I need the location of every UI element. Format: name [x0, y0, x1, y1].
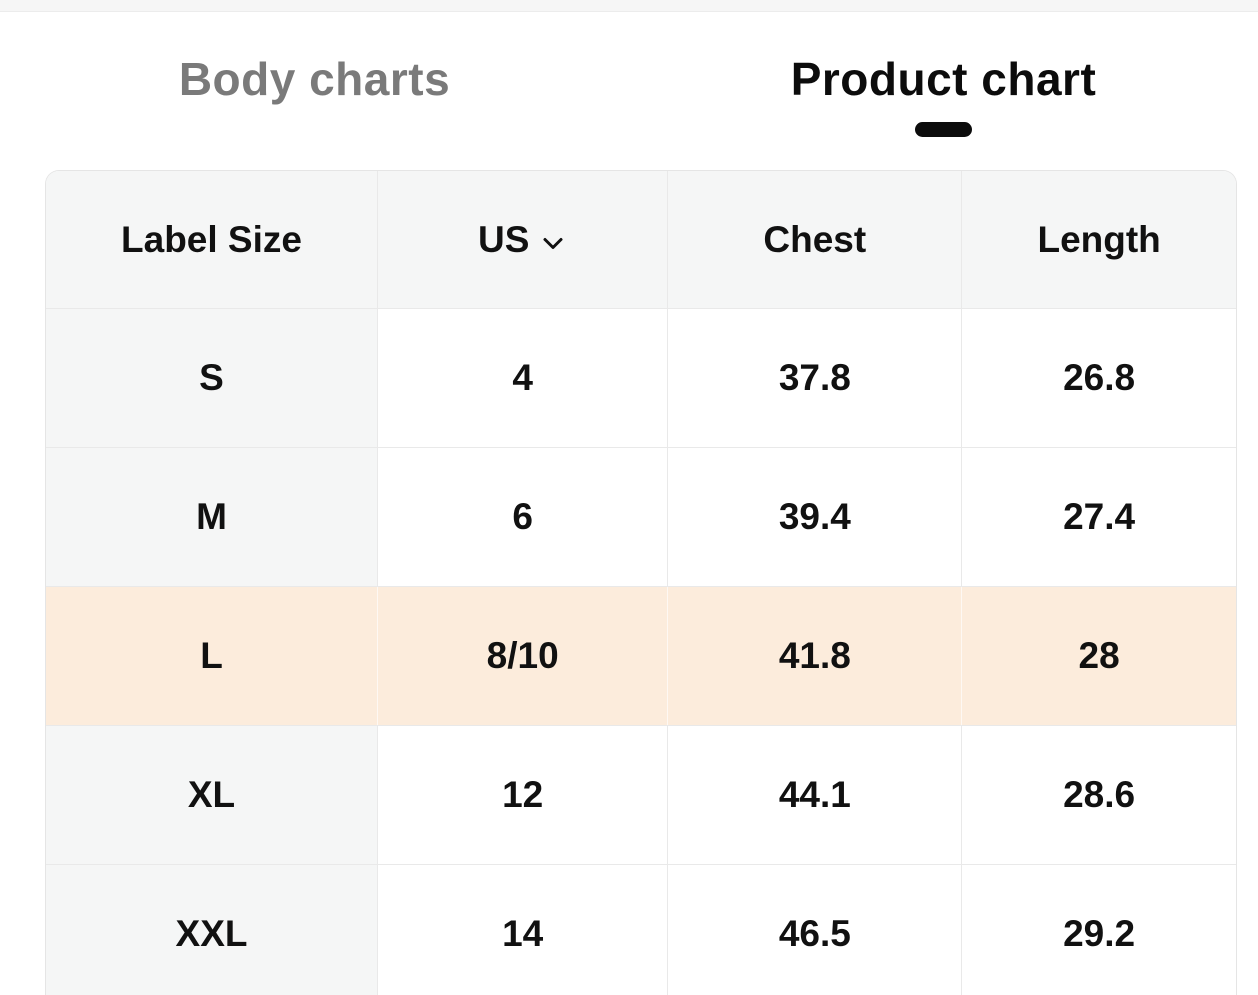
tab-body-charts[interactable]: Body charts	[0, 52, 629, 137]
header-chest-text: Chest	[763, 218, 867, 260]
table-row-selected[interactable]: L 8/10 41.8 28	[46, 587, 1236, 726]
header-us-text: US	[477, 218, 530, 260]
table-row[interactable]: S 4 37.8 26.8	[46, 309, 1236, 448]
header-us-unit-dropdown[interactable]: US	[378, 171, 669, 308]
tab-product-chart[interactable]: Product chart	[629, 52, 1258, 137]
table-row[interactable]: XL 12 44.1 28.6	[46, 726, 1236, 865]
size-value-cell: 12	[378, 726, 669, 864]
header-label-size: Label Size	[46, 171, 378, 308]
size-label-cell: XL	[46, 726, 378, 864]
size-value-cell: 39.4	[668, 448, 963, 586]
tab-body-charts-label: Body charts	[178, 53, 451, 105]
header-length: Length	[962, 171, 1236, 308]
header-length-text: Length	[1037, 218, 1161, 260]
tab-product-chart-label: Product chart	[790, 53, 1097, 105]
size-value-cell: 4	[378, 309, 669, 447]
size-value-cell: 27.4	[962, 448, 1236, 586]
size-value-cell: 6	[378, 448, 669, 586]
size-label-cell: S	[46, 309, 378, 447]
size-value-cell: 14	[378, 865, 669, 995]
size-value-cell: 37.8	[668, 309, 963, 447]
size-label-cell: L	[46, 587, 378, 725]
size-label-cell: M	[46, 448, 378, 586]
chart-tabs: Body charts Product chart	[0, 52, 1258, 137]
size-chart-table: Label Size US Chest Length S 4 37.8 26.8 M 6 3…	[45, 170, 1237, 995]
table-body: S 4 37.8 26.8 M 6 39.4 27.4 L 8/10 41.8 28 XL 12 44.1 2…	[46, 309, 1236, 995]
size-value-cell: 29.2	[962, 865, 1236, 995]
header-label-size-text: Label Size	[121, 218, 302, 260]
size-value-cell: 41.8	[668, 587, 963, 725]
size-label-cell: XXL	[46, 865, 378, 995]
table-row[interactable]: XXL 14 46.5 29.2	[46, 865, 1236, 995]
active-tab-indicator	[915, 122, 972, 137]
table-header-row: Label Size US Chest Length	[46, 171, 1236, 309]
size-value-cell: 26.8	[962, 309, 1236, 447]
size-value-cell: 44.1	[668, 726, 963, 864]
table-row[interactable]: M 6 39.4 27.4	[46, 448, 1236, 587]
size-value-cell: 28	[962, 587, 1236, 725]
chevron-down-icon	[543, 237, 563, 249]
size-value-cell: 46.5	[668, 865, 963, 995]
size-value-cell: 28.6	[962, 726, 1236, 864]
header-chest: Chest	[668, 171, 963, 308]
size-value-cell: 8/10	[378, 587, 669, 725]
page-behind-sheet-strip	[0, 0, 1258, 12]
